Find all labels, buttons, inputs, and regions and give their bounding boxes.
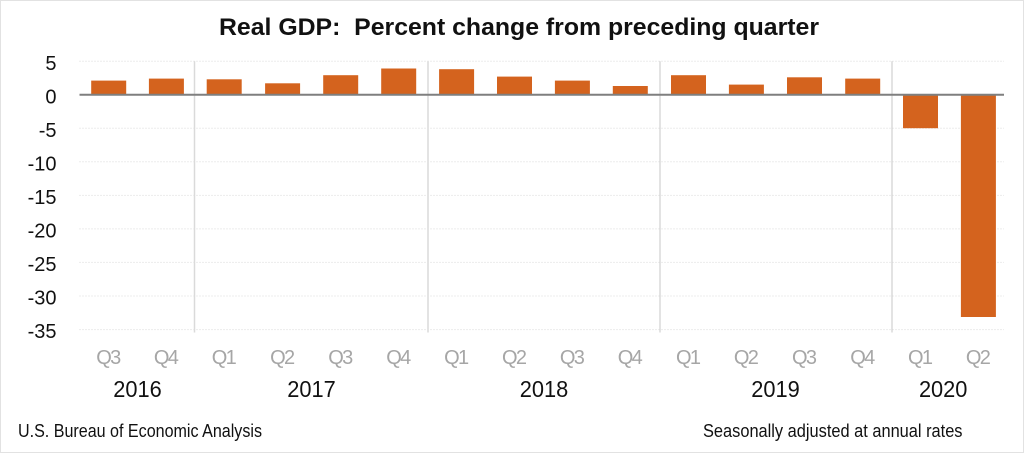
svg-text:U.S. Bureau of Economic Analys: U.S. Bureau of Economic Analysis	[18, 421, 262, 441]
svg-text:2020: 2020	[919, 376, 968, 402]
svg-text:Q2: Q2	[502, 347, 527, 369]
svg-text:2019: 2019	[751, 376, 800, 402]
svg-text:Q3: Q3	[96, 347, 121, 369]
svg-text:Q1: Q1	[212, 347, 237, 369]
svg-text:5: 5	[45, 53, 56, 75]
svg-text:Q1: Q1	[444, 347, 469, 369]
svg-text:0: 0	[45, 86, 56, 108]
svg-text:Seasonally adjusted at annual: Seasonally adjusted at annual rates	[703, 421, 963, 441]
svg-text:Q2: Q2	[734, 347, 759, 369]
svg-text:Q4: Q4	[618, 347, 643, 369]
svg-text:2018: 2018	[520, 376, 569, 402]
svg-text:Q3: Q3	[328, 347, 353, 369]
svg-text:-5: -5	[39, 120, 57, 142]
svg-text:Q1: Q1	[676, 347, 701, 369]
svg-text:Q3: Q3	[560, 347, 585, 369]
svg-text:-15: -15	[28, 187, 57, 209]
svg-text:Q1: Q1	[908, 347, 933, 369]
svg-text:Q4: Q4	[850, 347, 875, 369]
svg-text:2017: 2017	[287, 376, 336, 402]
svg-text:-10: -10	[28, 153, 57, 175]
svg-text:-20: -20	[28, 221, 57, 243]
svg-text:Q4: Q4	[154, 347, 179, 369]
svg-text:Q4: Q4	[386, 347, 411, 369]
svg-text:-35: -35	[28, 321, 57, 343]
svg-text:Q2: Q2	[270, 347, 295, 369]
svg-text:2016: 2016	[113, 376, 162, 402]
svg-text:Q3: Q3	[792, 347, 817, 369]
svg-text:Q2: Q2	[966, 347, 991, 369]
svg-text:Real GDP: Percent change from: Real GDP: Percent change from preceding …	[219, 14, 819, 41]
svg-text:-30: -30	[28, 288, 57, 310]
svg-text:-25: -25	[28, 254, 57, 276]
